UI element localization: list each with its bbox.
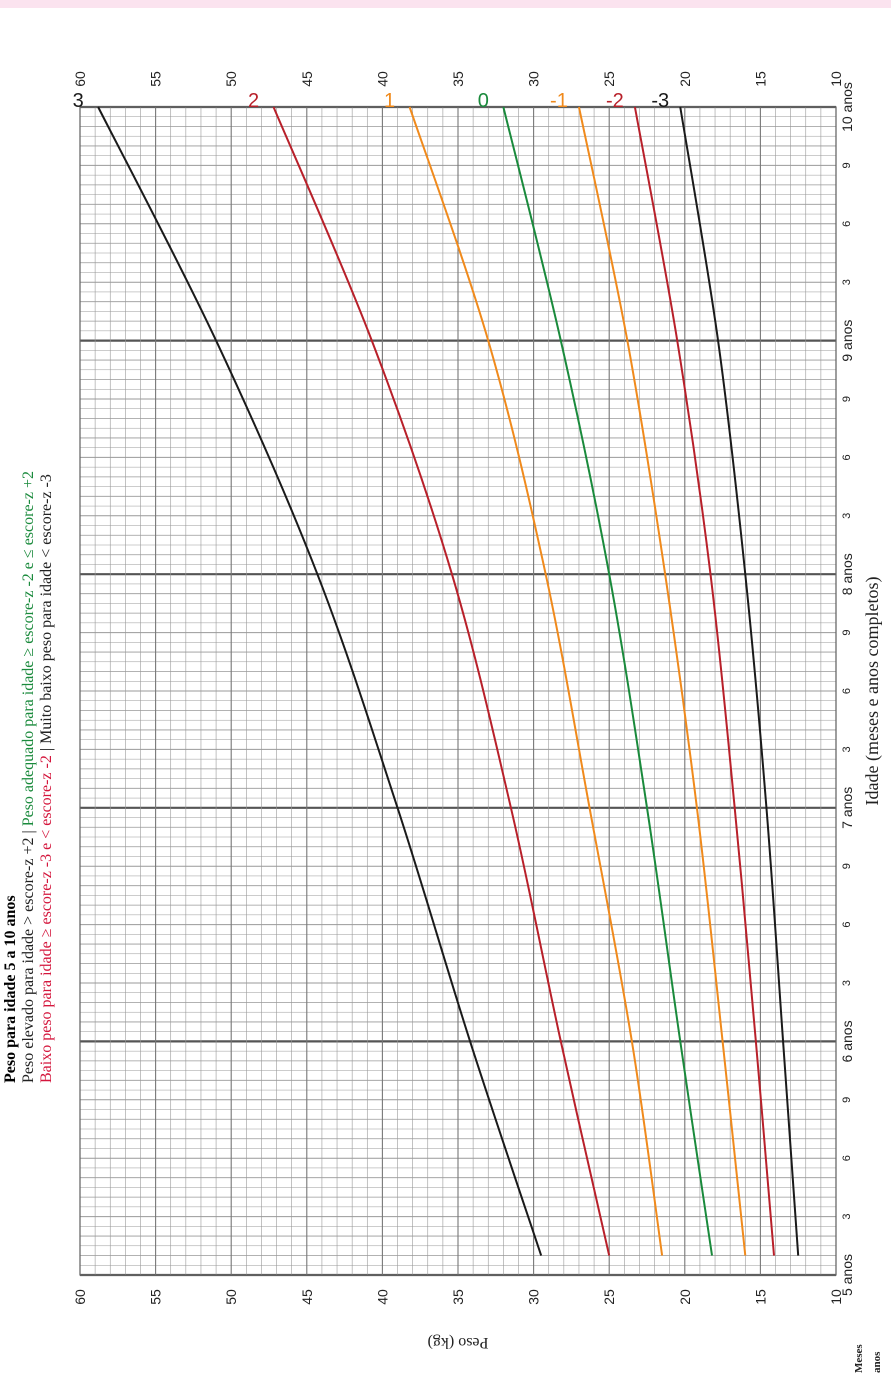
x-month-tick-label: 3 [841, 513, 853, 519]
y-tick-label-left: 45 [299, 1289, 315, 1305]
y-tick-label-right: 30 [526, 71, 542, 87]
z-score-curve-3 [97, 106, 543, 1256]
z-score-curve-1 [408, 106, 664, 1256]
y-tick-label-left: 40 [374, 1289, 390, 1305]
x-month-tick-label: 6 [841, 1155, 853, 1161]
corner-label-months: Meses [853, 1344, 865, 1373]
y-axis-title: Peso (kg) [428, 1334, 489, 1351]
z-score-curve-0 [502, 106, 714, 1256]
z-score-curve-2 [272, 106, 611, 1256]
x-month-tick-label: 3 [841, 746, 853, 752]
x-year-tick-label: 5 anos [839, 1254, 855, 1296]
z-score-curve--2 [633, 106, 776, 1256]
z-score-label--3: -3 [651, 90, 669, 112]
z-score-label-3: 3 [73, 90, 84, 112]
x-month-tick-label: 3 [841, 1214, 853, 1220]
y-tick-label-left: 25 [601, 1289, 617, 1305]
y-tick-label-right: 25 [601, 71, 617, 87]
y-tick-label-right: 35 [450, 71, 466, 87]
y-tick-label-left: 30 [526, 1289, 542, 1305]
plot-frame [79, 106, 837, 1276]
y-tick-label-right: 60 [72, 71, 88, 87]
y-tick-label-right: 45 [299, 71, 315, 87]
y-tick-label-left: 60 [72, 1289, 88, 1305]
x-month-tick-label: 9 [841, 630, 853, 636]
x-month-tick-label: 6 [841, 922, 853, 928]
corner-label-years: anos [871, 1351, 883, 1373]
x-month-tick-label: 6 [841, 454, 853, 460]
y-tick-label-left: 35 [450, 1289, 466, 1305]
z-score-curve--1 [577, 106, 747, 1256]
y-tick-label-right: 40 [374, 71, 390, 87]
y-tick-label-right: 55 [148, 71, 164, 87]
x-year-tick-label: 9 anos [839, 320, 855, 362]
x-month-tick-label: 6 [841, 688, 853, 694]
x-month-tick-label: 9 [841, 396, 853, 402]
x-year-tick-label: 10 anos [839, 82, 855, 132]
x-month-tick-label: 3 [841, 279, 853, 285]
x-month-tick-label: 9 [841, 863, 853, 869]
x-year-tick-label: 6 anos [839, 1020, 855, 1062]
x-axis-title: Idade (meses e anos completos) [862, 577, 883, 806]
y-tick-label-left: 20 [677, 1289, 693, 1305]
y-tick-label-right: 20 [677, 71, 693, 87]
z-score-label--2: -2 [606, 90, 624, 112]
y-tick-label-right: 10 [828, 71, 844, 87]
x-year-tick-label: 8 anos [839, 553, 855, 595]
z-score-label-2: 2 [248, 90, 259, 112]
x-month-tick-label: 9 [841, 1097, 853, 1103]
y-tick-label-right: 50 [223, 71, 239, 87]
chart-card [0, 8, 891, 1383]
z-score-label-1: 1 [384, 90, 395, 112]
z-score-label--1: -1 [550, 90, 568, 112]
z-score-curve--3 [679, 106, 800, 1256]
y-tick-label-left: 55 [148, 1289, 164, 1305]
y-tick-label-left: 15 [752, 1289, 768, 1305]
y-tick-label-left: 10 [828, 1289, 844, 1305]
y-tick-label-right: 15 [752, 71, 768, 87]
x-year-tick-label: 7 anos [839, 787, 855, 829]
y-tick-label-left: 50 [223, 1289, 239, 1305]
x-month-tick-label: 3 [841, 980, 853, 986]
x-month-tick-label: 6 [841, 221, 853, 227]
x-month-tick-label: 9 [841, 162, 853, 168]
z-score-label-0: 0 [478, 90, 489, 112]
